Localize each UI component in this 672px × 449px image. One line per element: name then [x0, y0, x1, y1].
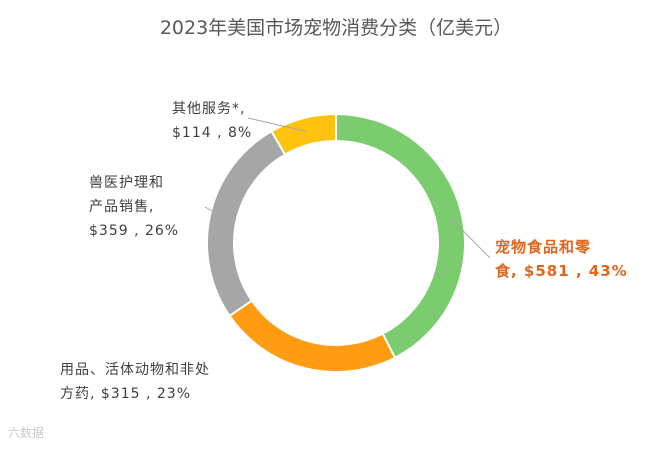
watermark-logo: 六数据: [8, 426, 45, 440]
slice-other-services: [270, 112, 337, 157]
leader-line-other-services: [247, 117, 307, 132]
slice-label-vet-care-line3: $359 , 26%: [89, 223, 180, 239]
slice-label-supplies-line1: 用品、活体动物和非处: [60, 362, 210, 378]
slice-label-other-services: 其他服务*, $114 , 8%: [172, 97, 252, 145]
slice-label-vet-care-line2: 产品销售,: [89, 199, 155, 215]
slice-label-supplies: 用品、活体动物和非处 方药, $315 , 23%: [60, 358, 210, 406]
slice-label-pet-food-line1: 宠物食品和零: [495, 238, 592, 256]
slice-supplies: [228, 299, 397, 373]
chart-title: 2023年美国市场宠物消费分类（亿美元）: [159, 17, 513, 39]
slice-label-vet-care: 兽医护理和 产品销售, $359 , 26%: [89, 171, 179, 243]
slice-label-other-services-line2: $114 , 8%: [172, 125, 253, 141]
slice-label-pet-food-line2: 食, $581 , 43%: [495, 262, 628, 280]
leader-line-pet-food: [447, 215, 491, 259]
slice-label-pet-food: 宠物食品和零 食, $581 , 43%: [495, 235, 628, 283]
slice-label-vet-care-line1: 兽医护理和: [89, 175, 164, 191]
slice-label-supplies-line2: 方药, $315 , 23%: [60, 386, 191, 402]
slice-label-other-services-line1: 其他服务*,: [172, 101, 246, 117]
leader-line-vet-care: [204, 206, 224, 218]
slice-pet-food: [335, 112, 466, 360]
slice-vet-care: [206, 129, 287, 318]
